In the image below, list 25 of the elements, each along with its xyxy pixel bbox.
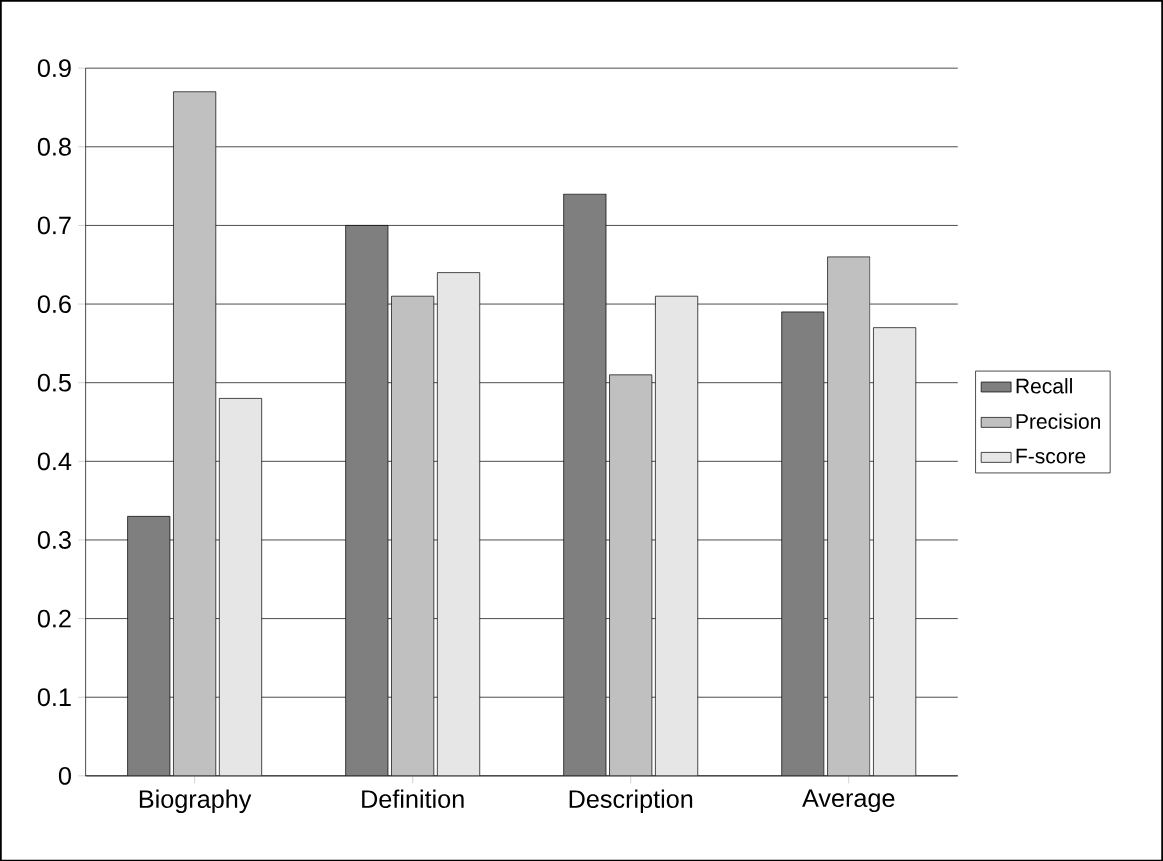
bar	[391, 295, 435, 776]
bar	[218, 397, 263, 776]
y-tick-label: 0.6	[37, 294, 71, 313]
bar	[827, 256, 871, 776]
y-tick-label: 0.8	[37, 137, 71, 156]
legend-label: F-score	[1016, 448, 1086, 464]
y-tick-label: 0	[58, 766, 71, 785]
x-tick-label: Definition	[362, 789, 464, 808]
x-tick-label: Average	[802, 789, 895, 812]
y-tick-label: 0.7	[37, 216, 71, 235]
x-tick-label: Biography	[139, 789, 252, 813]
y-tick-label: 0.3	[37, 530, 71, 549]
y-tick-label: 0.1	[37, 688, 71, 706]
y-tick-label: 0.5	[37, 373, 71, 392]
bar	[437, 272, 481, 776]
y-tick-label: 0.2	[37, 609, 71, 628]
y-tick-label: 0.9	[37, 59, 71, 77]
y-tick-label: 0.4	[37, 452, 72, 471]
bar	[873, 327, 917, 776]
bar	[173, 91, 217, 776]
legend-label: Recall	[1016, 377, 1072, 394]
bar	[655, 295, 699, 776]
legend-label: Precision	[1016, 413, 1101, 429]
x-tick-label: Description	[569, 789, 693, 813]
bar	[609, 374, 653, 776]
